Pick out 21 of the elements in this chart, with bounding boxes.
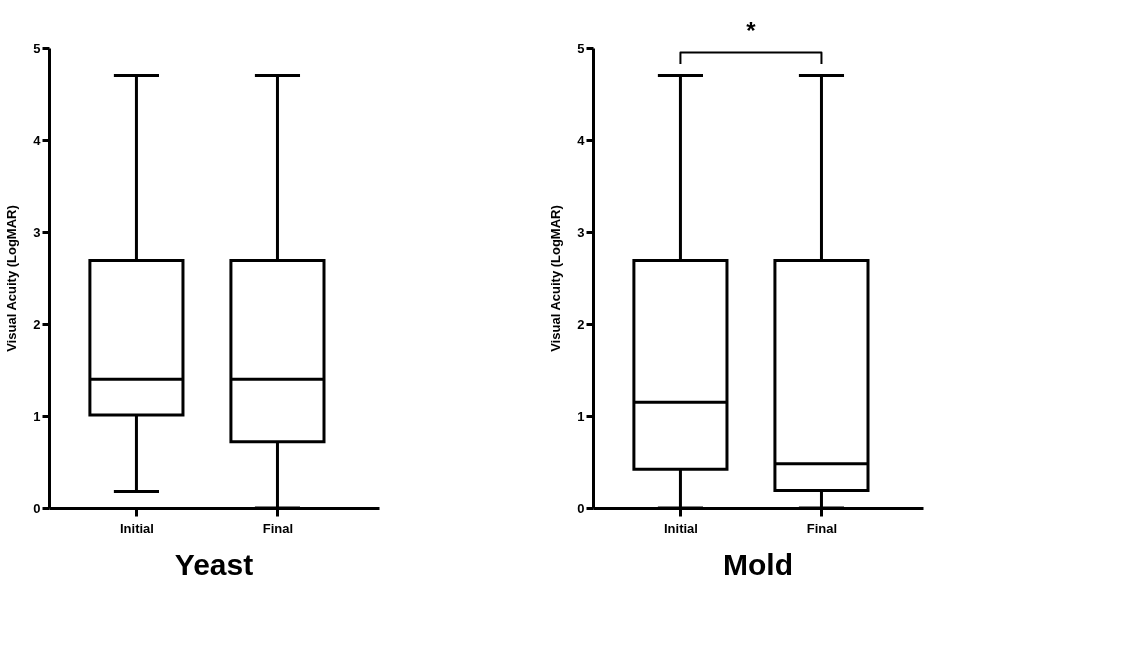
y-tick-label: 0	[33, 500, 41, 516]
x-tick-label: Final	[262, 520, 294, 536]
x-tick-label: Final	[806, 520, 838, 536]
y-axis-title: Visual Acuity (LogMAR)	[548, 205, 564, 352]
y-tick-label: 1	[33, 408, 41, 424]
text: Mold	[723, 548, 793, 581]
x-tick-label: Initial	[663, 520, 698, 536]
y-tick-label: 1	[577, 408, 585, 424]
y-tick-label: 3	[577, 224, 585, 240]
y-tick-label: 0	[577, 500, 585, 516]
y-tick-label: 2	[33, 316, 41, 332]
y-tick-label: 2	[577, 316, 585, 332]
y-tick-label: 3	[33, 224, 41, 240]
text: *	[746, 17, 757, 44]
y-tick-label: 5	[577, 40, 585, 56]
y-tick-label: 5	[33, 40, 41, 56]
y-axis-title: Visual Acuity (LogMAR)	[4, 205, 20, 352]
y-tick-label: 4	[33, 132, 42, 148]
y-tick-label: 4	[577, 132, 586, 148]
x-tick-label: Initial	[119, 520, 154, 536]
text: Yeast	[174, 548, 254, 581]
